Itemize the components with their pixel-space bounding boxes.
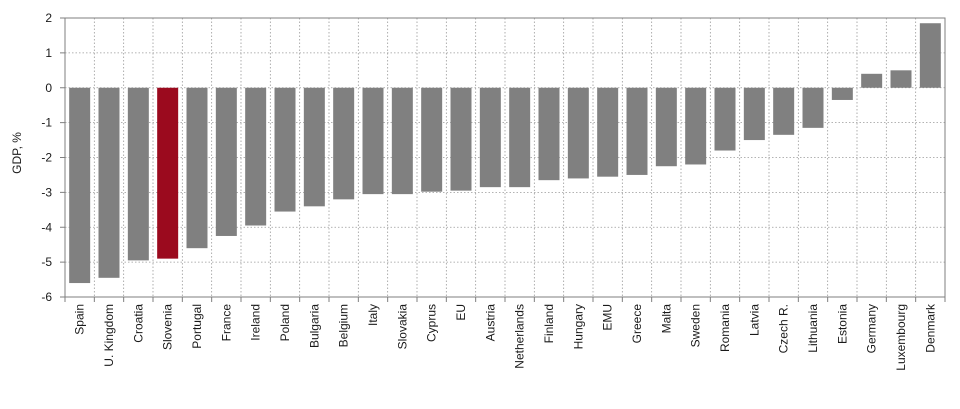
- x-tick-label: Hungary: [571, 304, 585, 349]
- bar: [773, 87, 795, 135]
- bar: [303, 87, 325, 207]
- bar: [186, 87, 208, 249]
- x-tick-label: Italy: [366, 304, 380, 326]
- bar: [714, 87, 736, 151]
- grid: [65, 17, 945, 297]
- x-tick-label: Spain: [73, 304, 87, 335]
- bar: [538, 87, 560, 181]
- x-tick-label: Croatia: [131, 304, 145, 343]
- x-tick-label: Luxembourg: [894, 304, 908, 371]
- x-tick-label: Denmark: [923, 303, 937, 353]
- y-tick-label: -5: [41, 255, 52, 269]
- bar: [421, 87, 443, 192]
- bar: [98, 87, 120, 278]
- bars: [69, 23, 941, 284]
- x-tick-label: Finland: [542, 304, 556, 343]
- axes: [60, 17, 946, 302]
- x-tick-label: Romania: [718, 304, 732, 352]
- bar: [802, 87, 824, 128]
- bar: [215, 87, 237, 236]
- bar: [450, 87, 472, 191]
- bar: [831, 87, 853, 100]
- bar: [861, 73, 883, 88]
- x-tick-label: Latvia: [747, 304, 761, 336]
- x-tick-labels: Spain U. Kingdom Croatia Slovenia Portugal Fr…: [73, 303, 938, 371]
- bar: [69, 87, 91, 284]
- x-tick-label: EU: [454, 304, 468, 321]
- bar: [333, 87, 355, 200]
- x-tick-label: EMU: [601, 304, 615, 331]
- y-tick-label: -2: [41, 151, 52, 165]
- x-tick-label: Malta: [659, 304, 673, 334]
- y-axis-label: GDP, %: [10, 132, 24, 174]
- y-tick-labels: 2 1 0 -1 -2 -3 -4 -5 -6: [41, 11, 52, 304]
- x-tick-label: Germany: [865, 304, 879, 353]
- bar: [479, 87, 501, 188]
- bar: [567, 87, 589, 179]
- y-tick-label: 2: [45, 11, 52, 25]
- x-tick-label: France: [219, 304, 233, 342]
- bar: [743, 87, 765, 141]
- x-tick-label: Belgium: [337, 304, 351, 347]
- bar: [509, 87, 531, 188]
- x-tick-label: Netherlands: [513, 304, 527, 369]
- bar: [597, 87, 619, 177]
- bar-highlighted: [157, 87, 179, 259]
- x-tick-label: Czech R.: [777, 304, 791, 353]
- bar: [362, 87, 384, 195]
- x-tick-label: Portugal: [190, 304, 204, 349]
- y-tick-label: 0: [45, 81, 52, 95]
- bar: [626, 87, 648, 175]
- y-tick-label: -3: [41, 185, 52, 199]
- x-tick-label: Ireland: [249, 304, 263, 341]
- bar: [655, 87, 677, 167]
- x-tick-label: Austria: [483, 304, 497, 342]
- y-tick-label: -1: [41, 116, 52, 130]
- x-tick-label: Cyprus: [425, 304, 439, 342]
- bar: [685, 87, 707, 165]
- x-tick-label: Slovakia: [395, 304, 409, 350]
- x-tick-label: Bulgaria: [307, 304, 321, 348]
- y-tick-label: 1: [45, 46, 52, 60]
- bar: [391, 87, 413, 195]
- bar: [919, 23, 941, 88]
- x-tick-label: Slovenia: [161, 304, 175, 350]
- bar: [245, 87, 267, 226]
- y-tick-label: -4: [41, 220, 52, 234]
- bar: [274, 87, 296, 212]
- y-tick-label: -6: [41, 290, 52, 304]
- x-tick-label: Greece: [630, 304, 644, 344]
- x-tick-label: Poland: [278, 304, 292, 341]
- x-tick-label: Estonia: [835, 304, 849, 344]
- bar: [890, 70, 912, 88]
- x-tick-label: Sweden: [689, 304, 703, 347]
- bar: [127, 87, 149, 261]
- x-tick-label: Lithuania: [806, 304, 820, 353]
- x-tick-label: U. Kingdom: [102, 304, 116, 367]
